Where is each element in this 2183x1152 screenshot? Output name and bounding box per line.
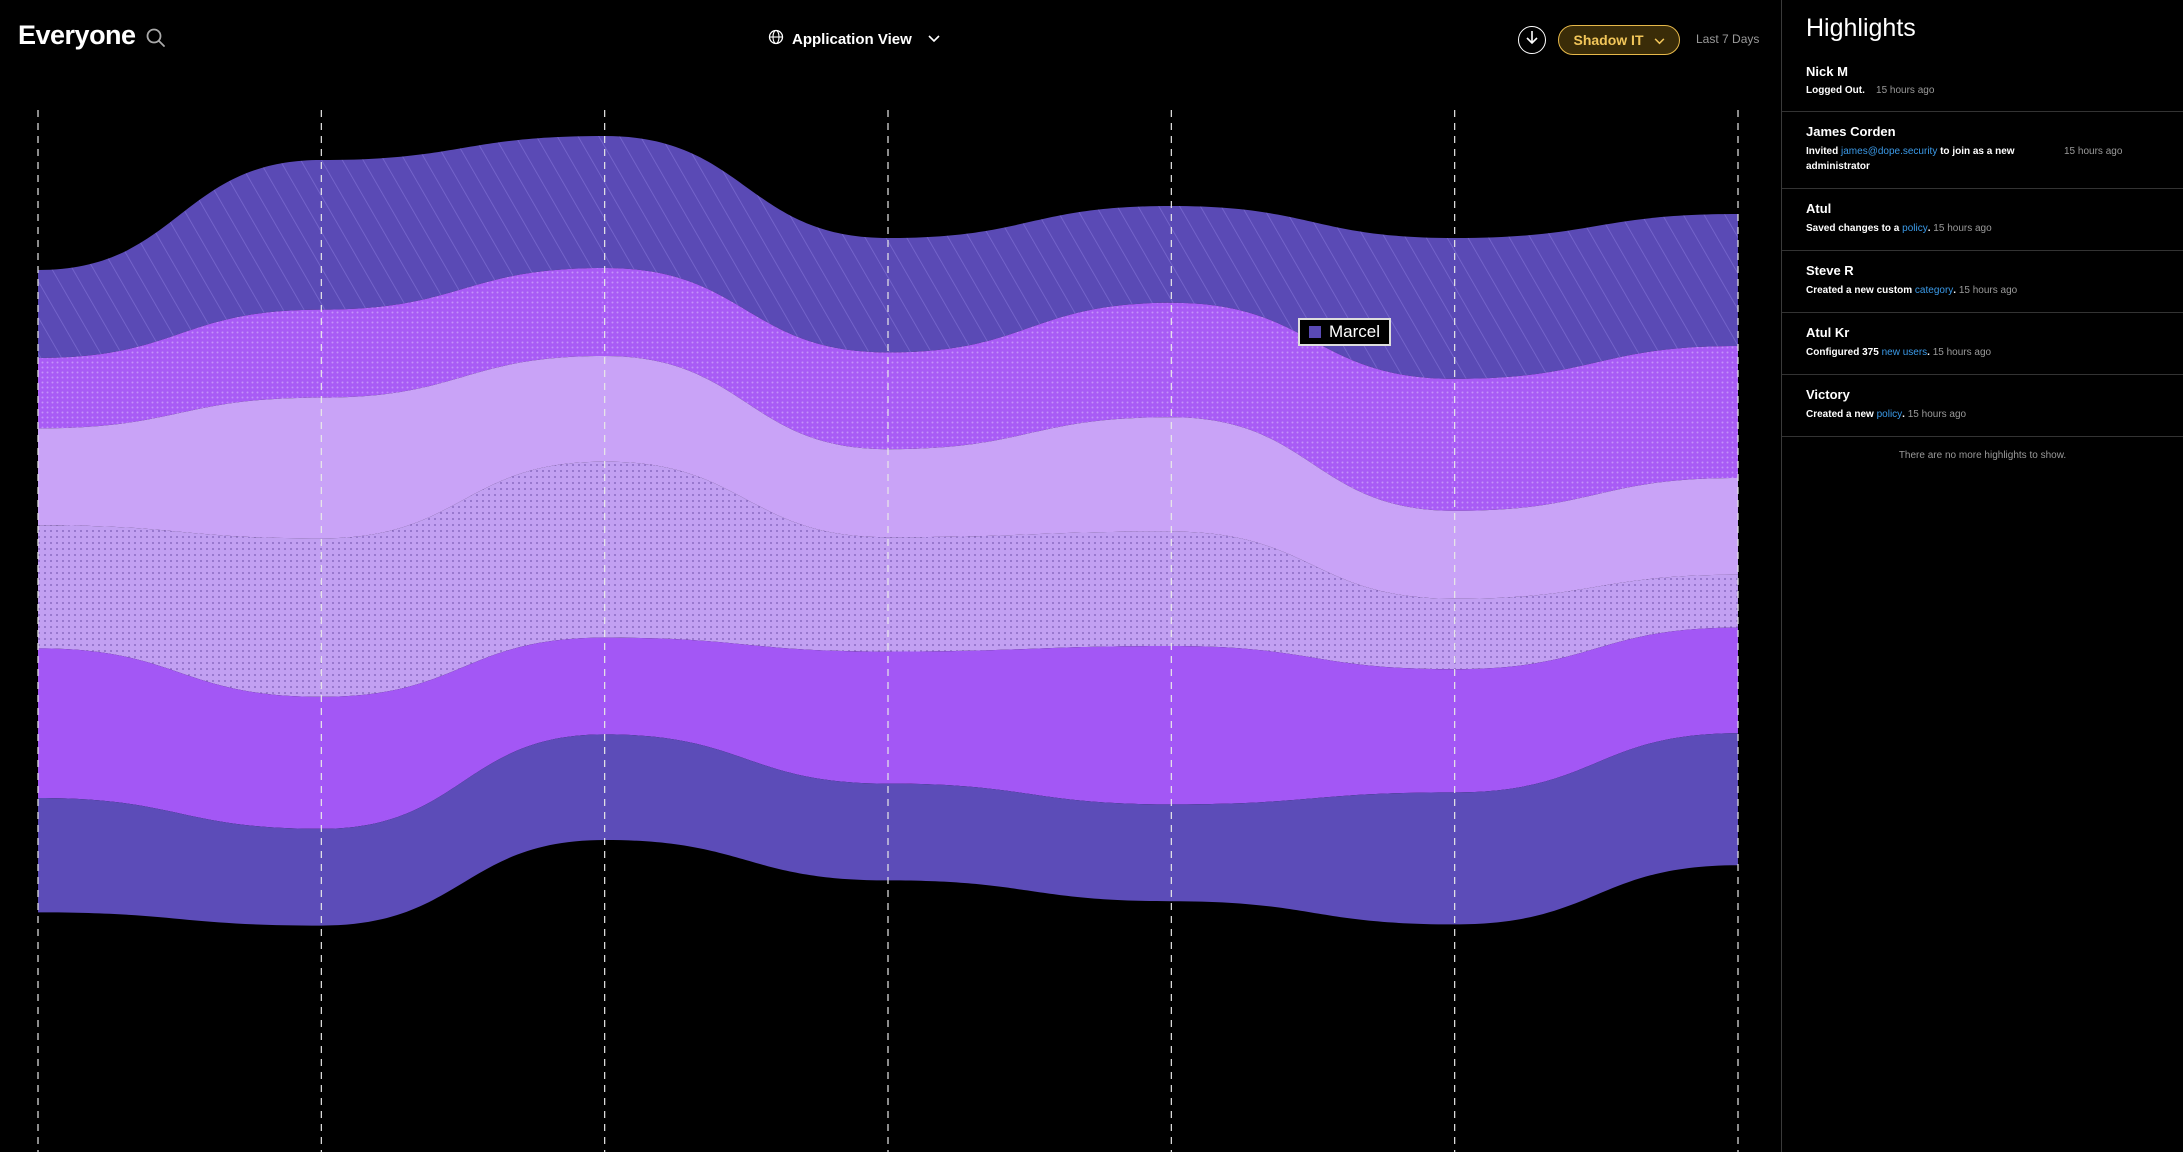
highlight-link[interactable]: new users [1881, 347, 1928, 358]
highlight-time: 15 hours ago [1933, 223, 1992, 234]
chevron-down-icon [1654, 32, 1665, 48]
highlight-time: 15 hours ago [1907, 409, 1967, 420]
highlight-time: 15 hours ago [1932, 347, 1992, 358]
highlight-item: James Corden Invited james@dope.security… [1782, 112, 2183, 189]
globe-icon [768, 29, 784, 50]
highlight-link[interactable]: policy [1902, 223, 1928, 234]
shadow-it-filter-button[interactable]: Shadow IT [1558, 25, 1680, 55]
highlight-description: Created a new policy. 15 hours ago [1806, 409, 1967, 420]
empty-message: There are no more highlights to show. [1898, 450, 2067, 461]
highlight-link[interactable]: james@dope.security [1841, 146, 1938, 157]
date-range-selector[interactable]: Last 7 Days [1696, 32, 1760, 46]
highlight-user: Nick M [1806, 64, 1848, 79]
highlight-time: 15 hours ago [1958, 285, 2018, 296]
download-button[interactable] [1518, 26, 1546, 54]
highlight-user: Atul Kr [1806, 325, 1850, 340]
highlight-item: Victory Created a new policy. 15 hours a… [1782, 375, 2183, 437]
highlight-time: 15 hours ago [2064, 146, 2123, 157]
tooltip-label: Marcel [1329, 322, 1381, 341]
chart-tooltip: Marcel [1298, 318, 1392, 346]
highlight-user: Victory [1806, 387, 1850, 402]
highlight-item: Nick M Logged Out. 15 hours ago [1782, 56, 2183, 112]
highlights-title: Highlights [1806, 14, 1916, 42]
highlights-sidebar: Highlights Nick M Logged Out. 15 hours a… [1782, 0, 2183, 1152]
highlight-description: Configured 375 new users. 15 hours ago [1806, 347, 1992, 358]
highlight-item: Steve R Created a new custom category. 1… [1782, 251, 2183, 313]
page-title: Everyone [18, 20, 136, 50]
main-panel: Everyone Application View Shadow [18, 20, 1760, 1152]
highlight-description: Logged Out. 15 hours ago [1806, 85, 1935, 96]
highlight-link[interactable]: category [1914, 285, 1954, 296]
highlight-description: Created a new custom category. 15 hours … [1806, 285, 2018, 296]
highlight-item: Atul Saved changes to a policy. 15 hours… [1782, 189, 2183, 251]
search-icon[interactable] [144, 26, 168, 50]
highlight-description: Saved changes to a policy. 15 hours ago [1806, 223, 1992, 234]
highlight-user: Atul [1806, 201, 1832, 216]
view-selector-label: Application View [792, 30, 912, 48]
stream-series-5[interactable] [38, 627, 1738, 829]
highlight-item: Atul Kr Configured 375 new users. 15 hou… [1782, 313, 2183, 375]
highlight-time: 15 hours ago [1876, 85, 1935, 96]
filter-label: Shadow IT [1573, 32, 1644, 48]
highlight-link[interactable]: policy [1876, 409, 1903, 420]
download-icon [1525, 30, 1539, 51]
highlight-description: Invited james@dope.security to join as a… [1806, 146, 2015, 172]
chevron-down-icon [928, 30, 940, 48]
highlight-user: Steve R [1806, 263, 1854, 278]
streamgraph-chart [37, 110, 1739, 1152]
view-selector[interactable]: Application View [768, 26, 940, 52]
tooltip-swatch [1309, 326, 1321, 338]
highlight-user: James Corden [1806, 124, 1896, 139]
panel-divider [1781, 0, 1782, 1152]
